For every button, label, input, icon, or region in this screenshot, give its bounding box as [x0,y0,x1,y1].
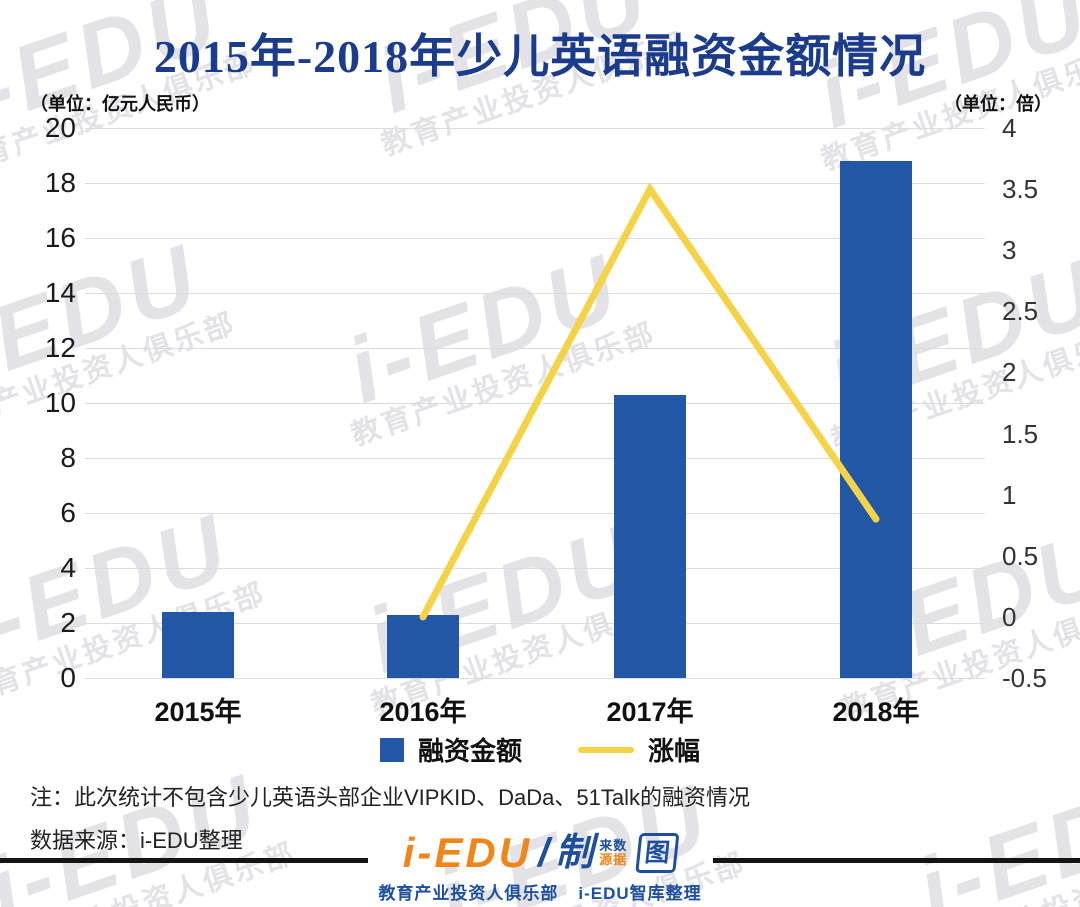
left-axis-tick-label: 6 [60,497,76,528]
left-axis-tick-label: 4 [60,552,76,583]
gridline [85,127,985,129]
logo-stack-top: 来数 [599,838,628,853]
left-axis-tick-label: 0 [60,662,76,693]
iedu-tagline-row: 教育产业投资人俱乐部 i-EDU智库整理 [378,879,701,904]
x-axis-label-2016年: 2016年 [379,697,467,727]
logo-zhi-char: 制 [555,832,594,874]
logo-tu-boxed-char: 图 [635,833,680,873]
bar-2015年 [162,612,234,678]
logo-datasource-stack: 来数 源据 [599,839,627,867]
left-axis-tick-label: 8 [60,442,76,473]
legend-line-label: 涨幅 [648,736,701,766]
gridline [85,622,985,624]
logo-stack-bottom: 源据 [599,852,628,867]
left-axis-tick-label: 2 [60,607,76,638]
iedu-brand-text: i-EDU [402,829,533,876]
x-axis-label-2018年: 2018年 [832,697,920,727]
iedu-tagline-left: 教育产业投资人俱乐部 [378,884,559,903]
right-axis-tick-label: 2 [1002,357,1017,388]
legend-line-swatch-icon [578,746,634,753]
right-axis-tick-label: -0.5 [1002,663,1047,693]
right-axis-tick-label: 3 [1002,235,1017,266]
chart-legend: 融资金额 涨幅 [0,731,1080,768]
left-axis-tick-label: 18 [44,167,76,198]
gridline [85,677,985,679]
right-axis-tick-label: 2.5 [1002,296,1039,327]
legend-bar-swatch-icon [379,737,404,762]
logo-slash: / [538,831,550,875]
right-axis-tick-label: 1 [1002,479,1017,510]
right-axis-tick-label: 0.5 [1002,540,1039,571]
footer-rule-right [713,858,1080,863]
x-axis-label-2017年: 2017年 [606,697,694,727]
left-axis-tick-label: 10 [44,387,76,418]
page-title: 2015年-2018年少儿英语融资金额情况 [153,31,927,82]
right-axis-tick-label: 4 [1002,113,1017,143]
right-axis-tick-label: 0 [1002,601,1017,632]
left-axis-tick-label: 12 [44,332,76,363]
right-axis-tick-label: 3.5 [1002,174,1039,205]
x-axis-label-2015年: 2015年 [154,697,242,727]
data-source-note: 数据来源：i-EDU整理 [30,828,243,853]
iedu-logo: i-EDU / 制 来数 源据 图 教育产业投资人俱乐部 i-EDU智库整理 [378,832,701,904]
left-axis-tick-label: 14 [44,277,76,308]
legend-bar-label: 融资金额 [417,736,522,766]
right-axis-unit-label: （单位：倍） [944,94,1052,114]
bar-2017年 [614,394,686,678]
left-axis-unit-label: （单位：亿元人民币） [30,94,210,114]
iedu-logo-row: i-EDU / 制 来数 源据 图 [402,829,680,876]
right-axis-tick-label: 1.5 [1002,418,1039,449]
legend-item-growth: 涨幅 [578,731,700,768]
footer-rule-left [0,858,368,863]
left-axis-tick-label: 20 [44,112,76,143]
iedu-tagline-right: i-EDU智库整理 [578,884,702,903]
bar-2018年 [840,161,912,678]
footnote: 注：此次统计不包含少儿英语头部企业VIPKID、DaDa、51Talk的融资情况 [30,785,750,810]
left-axis-tick-label: 16 [44,222,76,253]
legend-item-funding: 融资金额 [379,731,522,768]
bar-2016年 [387,614,459,678]
